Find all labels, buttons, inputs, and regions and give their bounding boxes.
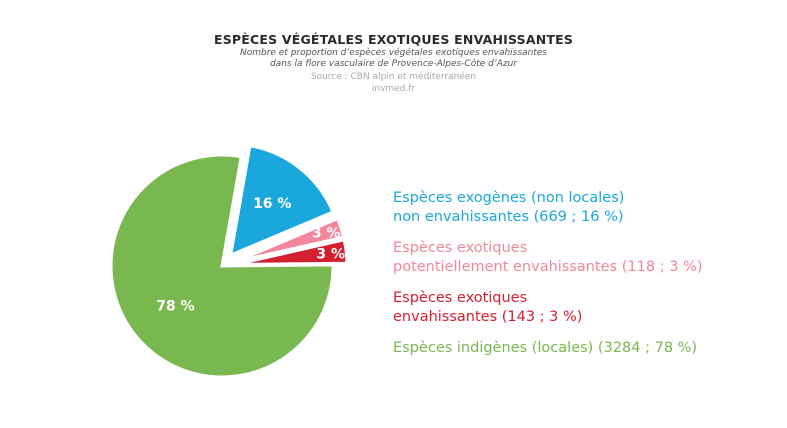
legend-item-potentially-invasive: Espèces exotiques potentiellement envahi… — [393, 239, 783, 277]
slice-label: 16 % — [253, 196, 291, 212]
legend-label: non envahissantes (669 ; 16 %) — [393, 209, 624, 225]
legend-label: Espèces exogènes (non locales) — [393, 190, 625, 206]
legend-item-exogenous: Espèces exogènes (non locales) non envah… — [393, 189, 783, 227]
legend-label: envahissantes (143 ; 3 %) — [393, 309, 583, 325]
legend-label: potentiellement envahissantes (118 ; 3 %… — [393, 259, 703, 275]
chart-website: invmed.fr — [371, 84, 416, 94]
slice-invasive — [235, 238, 349, 266]
legend-label: Espèces indigènes (locales) (3284 ; 78 %… — [393, 340, 698, 356]
slice-label: 78 % — [156, 298, 194, 314]
chart-title: ESPÈCES VÉGÉTALES EXOTIQUES ENVAHISSANTE… — [213, 32, 574, 47]
chart-header: ESPÈCES VÉGÉTALES EXOTIQUES ENVAHISSANTE… — [0, 32, 787, 95]
legend-item-invasive: Espèces exotiques envahissantes (143 ; 3… — [393, 289, 783, 327]
slice-potentially-invasive — [234, 216, 346, 264]
slice-label: 3 % — [312, 226, 341, 242]
chart-subtitle-line-1: Nombre et proportion d’espèces végétales… — [239, 48, 548, 58]
slice-label: 3 % — [316, 246, 345, 262]
chart-source: Source : CBN alpin et méditerranéen — [310, 72, 477, 82]
slice-indigenous — [109, 153, 335, 379]
slice-exogenous — [228, 144, 335, 258]
chart-subtitle-line-2: dans la flore vasculaire de Provence-Alp… — [269, 59, 518, 69]
legend-item-indigenous: Espèces indigènes (locales) (3284 ; 78 %… — [393, 339, 783, 358]
legend-label: Espèces exotiques — [393, 240, 528, 256]
legend-label: Espèces exotiques — [393, 290, 528, 306]
chart-legend: Espèces exogènes (non locales) non envah… — [393, 189, 783, 370]
